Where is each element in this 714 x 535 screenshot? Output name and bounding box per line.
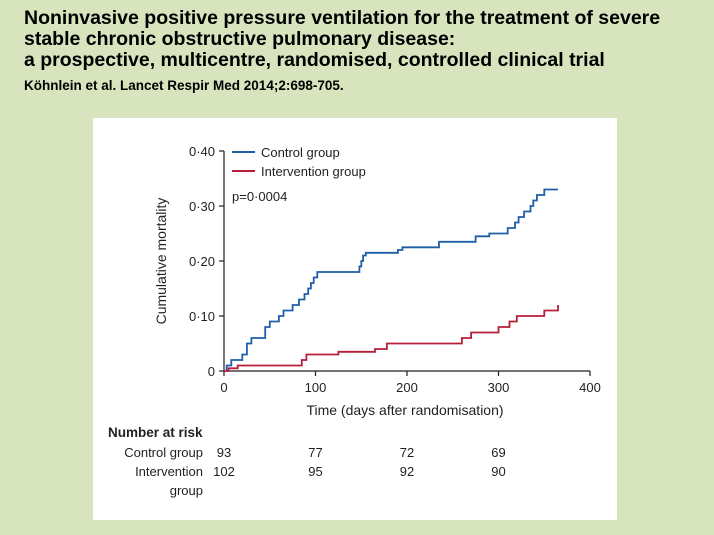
- title-line-3: a prospective, multicentre, randomised, …: [24, 49, 605, 71]
- number-at-risk-heading: Number at risk: [108, 425, 203, 440]
- p-value-annotation: p=0·0004: [232, 189, 287, 204]
- citation: Köhnlein et al. Lancet Respir Med 2014;2…: [24, 78, 344, 93]
- series-lines: [224, 188, 559, 372]
- risk-row-label: Control group: [124, 445, 203, 460]
- risk-value: 90: [491, 464, 505, 479]
- slide-title: Noninvasive positive pressure ventilatio…: [24, 8, 704, 71]
- risk-row-label: group: [170, 483, 203, 498]
- title-line-1: Noninvasive positive pressure ventilatio…: [24, 7, 661, 29]
- x-axis-label: Time (days after randomisation): [306, 402, 503, 418]
- control-group-line: [224, 188, 558, 372]
- y-tick-label: 0·10: [189, 309, 215, 324]
- risk-value: 92: [400, 464, 414, 479]
- risk-value: 95: [308, 464, 322, 479]
- kaplan-meier-chart: 0 100 200 300 400 0 0·10 0·20 0·30 0·40 Control g…: [108, 144, 601, 498]
- figure-panel: 0 100 200 300 400 0 0·10 0·20 0·30 0·40 Control g…: [93, 118, 617, 520]
- legend-label: Intervention group: [261, 164, 366, 179]
- title-line-2: stable chronic obstructive pulmonary dis…: [24, 28, 456, 50]
- x-tick-label: 300: [488, 380, 510, 395]
- y-axis-label: Cumulative mortality: [153, 198, 169, 325]
- risk-value: 69: [491, 445, 505, 460]
- risk-value: 102: [213, 464, 235, 479]
- x-tick-label: 200: [396, 380, 418, 395]
- axes: 0 100 200 300 400 0 0·10 0·20 0·30 0·40: [189, 144, 601, 395]
- x-tick-label: 400: [579, 380, 601, 395]
- intervention-group-line: [224, 305, 559, 372]
- risk-value: 72: [400, 445, 414, 460]
- y-tick-label: 0·30: [189, 199, 215, 214]
- legend: Control group Intervention group: [232, 145, 366, 179]
- risk-value: 93: [217, 445, 231, 460]
- risk-value: 77: [308, 445, 322, 460]
- y-tick-label: 0·20: [189, 254, 215, 269]
- x-tick-label: 0: [220, 380, 227, 395]
- y-tick-label: 0: [208, 364, 215, 379]
- x-tick-label: 100: [305, 380, 327, 395]
- number-at-risk-table: Number at risk Control group 93 77 72 69 Inter…: [108, 425, 506, 498]
- y-tick-label: 0·40: [189, 144, 215, 159]
- risk-row-label: Intervention: [135, 464, 203, 479]
- legend-label: Control group: [261, 145, 340, 160]
